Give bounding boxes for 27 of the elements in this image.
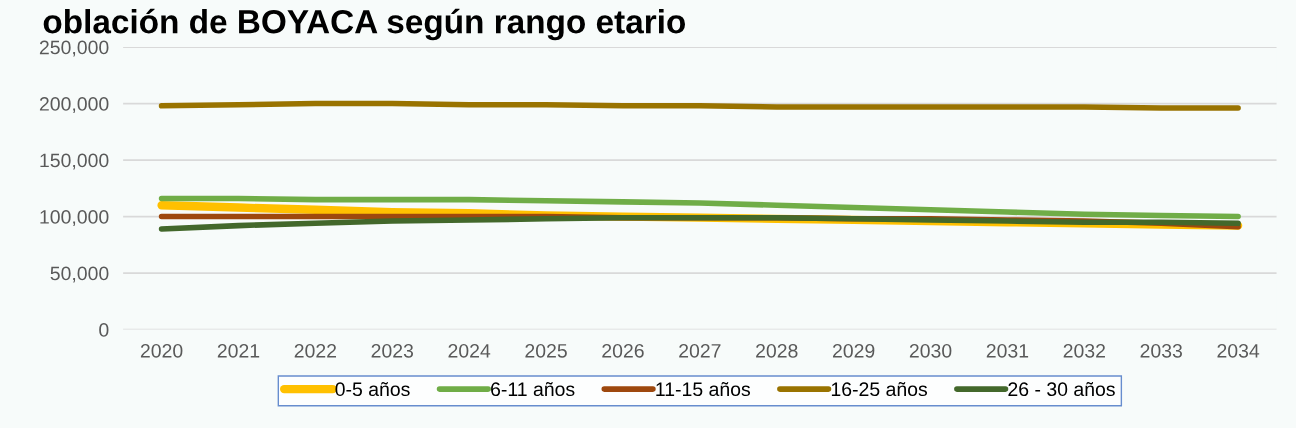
x-tick-label: 2024 bbox=[448, 343, 491, 358]
legend-label: 16-25 años bbox=[831, 381, 928, 397]
y-tick-label: 250,000 bbox=[39, 40, 109, 57]
x-tick-label: 2021 bbox=[217, 343, 260, 358]
y-tick-label: 150,000 bbox=[40, 153, 109, 170]
legend-label: 26 - 30 años bbox=[1008, 381, 1115, 397]
x-tick-label: 2020 bbox=[140, 343, 183, 358]
x-tick-label: 2022 bbox=[294, 343, 337, 358]
x-tick-label: 2033 bbox=[1140, 343, 1182, 358]
chart-title: oblación de BOYACA según rango etario bbox=[43, 8, 686, 41]
x-tick-label: 2032 bbox=[1063, 343, 1105, 358]
x-tick-label: 2031 bbox=[986, 343, 1029, 358]
x-tick-label: 2025 bbox=[525, 343, 567, 358]
x-tick-label: 2026 bbox=[602, 343, 644, 358]
legend-label: 6-11 años bbox=[491, 381, 575, 397]
y-tick-label: 100,000 bbox=[40, 210, 109, 227]
legend-label: 11-15 años bbox=[656, 381, 751, 397]
x-tick-label: 2029 bbox=[832, 343, 875, 358]
x-tick-label: 2023 bbox=[371, 343, 414, 358]
legend-label: 0-5 años bbox=[335, 381, 410, 397]
x-tick-label: 2030 bbox=[909, 343, 952, 358]
x-tick-label: 2027 bbox=[679, 343, 721, 358]
y-tick-label: 0 bbox=[99, 323, 109, 337]
x-tick-label: 2028 bbox=[756, 343, 798, 358]
y-tick-label: 200,000 bbox=[39, 97, 109, 114]
x-tick-label: 2034 bbox=[1217, 343, 1260, 358]
y-tick-label: 50,000 bbox=[50, 266, 109, 283]
